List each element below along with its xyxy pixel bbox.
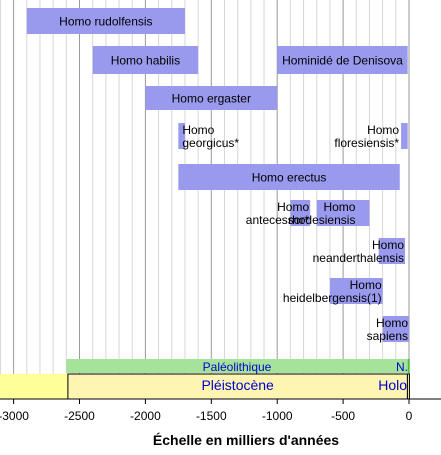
- period-bands: Paléolithique N. Pléistocène Holo: [0, 359, 410, 400]
- species-bar: [26, 8, 185, 34]
- species-bar: [178, 164, 400, 190]
- species-label: floresiensis*: [334, 136, 399, 150]
- species-bar: [382, 316, 409, 342]
- species-label: Homo: [350, 278, 382, 292]
- species-bar: [378, 238, 406, 264]
- x-axis-title: Échelle en milliers d'années: [153, 432, 339, 448]
- epoch-label: Holo: [378, 377, 407, 393]
- species-label: heidelbergensis(1): [283, 291, 382, 305]
- x-tick-label: -2500: [64, 409, 95, 423]
- epoch-label: Pléistocène: [201, 377, 274, 393]
- x-tick-label: -3000: [0, 409, 29, 423]
- species-label: Homo: [376, 316, 408, 330]
- x-tick-label: 0: [406, 409, 413, 423]
- period-band: [407, 359, 410, 373]
- species-label: Homo ergaster: [172, 92, 251, 106]
- period-label: N.: [396, 360, 408, 374]
- period-band: [66, 359, 408, 373]
- x-tick-label: -2000: [130, 409, 161, 423]
- species-label: rhodesiensis: [288, 213, 355, 227]
- x-tick-label: -500: [331, 409, 355, 423]
- species-label: Homo: [277, 200, 309, 214]
- species-bars: Homo rudolfensis Homo habilis Hominidé de …: [26, 8, 409, 343]
- species-bar: [92, 46, 199, 74]
- species-label: Homo: [367, 123, 399, 137]
- x-tick-label: -1500: [196, 409, 227, 423]
- species-label: neanderthalensis: [313, 251, 404, 265]
- species-bar: [277, 46, 408, 74]
- epoch-band: [406, 373, 410, 400]
- species-label: Homo rudolfensis: [59, 15, 152, 29]
- species-label: georgicus*: [182, 136, 239, 150]
- period-label: Paléolithique: [203, 360, 272, 374]
- species-label: Homo erectus: [252, 171, 327, 185]
- species-label: Homo: [323, 200, 355, 214]
- species-label: sapiens: [367, 329, 408, 343]
- x-axis: -3000 -2500 -2000 -1500 -1000 -500 0: [0, 398, 441, 423]
- species-bar: [401, 123, 408, 149]
- species-label: antecessor*: [246, 213, 310, 227]
- pre-epoch-band: [0, 374, 68, 399]
- species-bar: [145, 86, 278, 110]
- species-bar: [290, 200, 311, 226]
- species-label: Homo: [372, 238, 404, 252]
- species-bar: [316, 200, 370, 226]
- x-tick-label: -1000: [262, 409, 293, 423]
- species-bar: [178, 123, 185, 149]
- species-bar: [329, 278, 383, 304]
- species-label: Hominidé de Denisova: [282, 54, 403, 68]
- species-label: Homo: [182, 123, 214, 137]
- species-label: Homo habilis: [111, 54, 180, 68]
